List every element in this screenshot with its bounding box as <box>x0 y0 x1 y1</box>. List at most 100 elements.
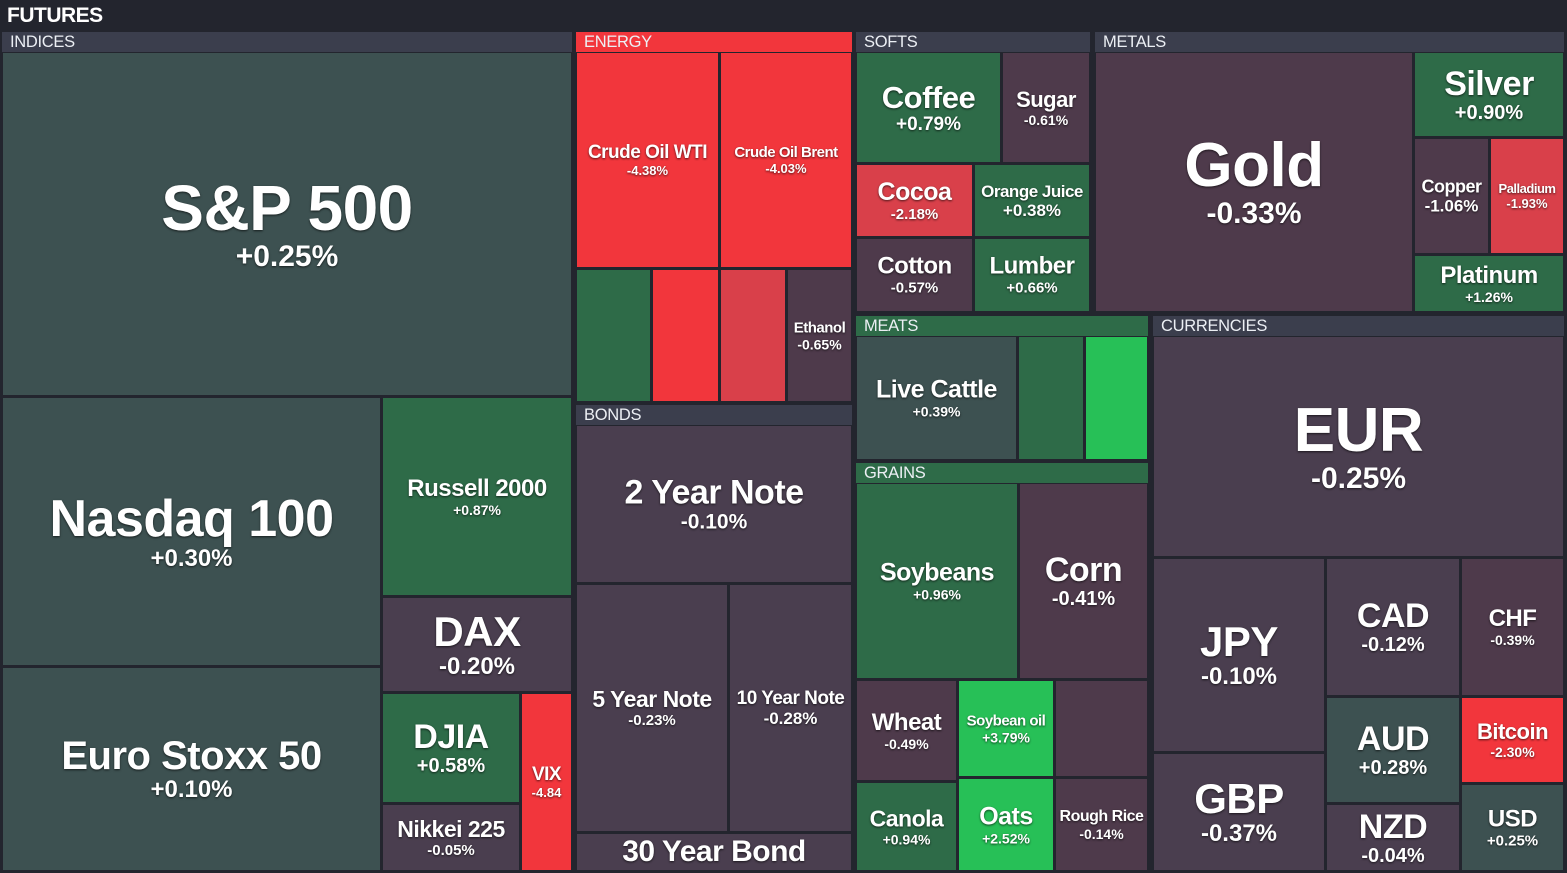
tile-change: +2.52% <box>982 830 1030 846</box>
treemap-tile-oats[interactable]: Oats +2.52% <box>958 778 1054 871</box>
treemap-tile-cad[interactable]: CAD -0.12% <box>1326 558 1460 696</box>
treemap-tile-aud[interactable]: AUD +0.28% <box>1326 697 1460 803</box>
treemap-tile-gold[interactable]: Gold -0.33% <box>1095 52 1413 312</box>
tile-name: Nasdaq 100 <box>49 489 334 548</box>
tile-change: -1.93% <box>1506 196 1548 211</box>
tile-label-group: Silver +0.90% <box>1415 67 1563 123</box>
treemap-tile-bitcoin[interactable]: Bitcoin -2.30% <box>1461 697 1564 783</box>
tile-change: -4.03% <box>765 161 807 176</box>
treemap-tile-euro-stoxx-50[interactable]: Euro Stoxx 50 +0.10% <box>2 667 381 871</box>
treemap-tile-gbp[interactable]: GBP -0.37% <box>1153 753 1325 871</box>
treemap-tile-unlabeled[interactable] <box>1055 680 1148 777</box>
treemap-tile-silver[interactable]: Silver +0.90% <box>1414 52 1564 137</box>
tile-change: -0.28% <box>763 709 818 728</box>
treemap-tile-10-year-note[interactable]: 10 Year Note -0.28% <box>729 584 852 832</box>
tile-name: CAD <box>1356 597 1430 635</box>
tile-label-group: Ethanol -0.65% <box>788 320 851 351</box>
treemap-tile-jpy[interactable]: JPY -0.10% <box>1153 558 1325 752</box>
sector-header-currencies[interactable]: CURRENCIES <box>1153 316 1564 336</box>
tile-change: -0.65% <box>797 336 842 352</box>
tile-name: USD <box>1487 805 1538 832</box>
treemap-tile-cotton[interactable]: Cotton -0.57% <box>856 238 973 312</box>
treemap-tile-soybeans[interactable]: Soybeans +0.96% <box>856 483 1018 679</box>
treemap-tile-platinum[interactable]: Platinum +1.26% <box>1414 255 1564 312</box>
sector-header-energy[interactable]: ENERGY <box>576 32 852 52</box>
treemap-tile-chf[interactable]: CHF -0.39% <box>1461 558 1564 696</box>
treemap-tile-unlabeled[interactable] <box>576 269 651 402</box>
tile-label-group: DAX -0.20% <box>383 610 571 680</box>
treemap-tile-corn[interactable]: Corn -0.41% <box>1019 483 1148 679</box>
tile-label-group: Crude Oil Brent -4.03% <box>721 145 851 175</box>
treemap-tile-rough-rice[interactable]: Rough Rice -0.14% <box>1055 778 1148 871</box>
tile-change: -0.10% <box>1200 663 1278 690</box>
treemap-tile-canola[interactable]: Canola +0.94% <box>856 782 957 871</box>
tile-label-group: 2 Year Note -0.10% <box>577 476 851 533</box>
treemap-tile-wheat[interactable]: Wheat -0.49% <box>856 680 957 781</box>
treemap-tile-orange-juice[interactable]: Orange Juice +0.38% <box>974 164 1090 237</box>
sector-header-metals[interactable]: METALS <box>1095 32 1564 52</box>
tile-change: -0.12% <box>1361 634 1425 656</box>
treemap-tile-copper[interactable]: Copper -1.06% <box>1414 138 1489 254</box>
treemap-tile-palladium[interactable]: Palladium -1.93% <box>1490 138 1564 254</box>
treemap-tile-soybean-oil[interactable]: Soybean oil +3.79% <box>958 680 1054 777</box>
treemap-tile-crude-oil-brent[interactable]: Crude Oil Brent -4.03% <box>720 52 852 268</box>
tile-name: 2 Year Note <box>624 473 804 512</box>
tile-change: -1.06% <box>1424 196 1479 216</box>
sector-header-meats[interactable]: MEATS <box>856 316 1148 336</box>
tile-label-group: CHF -0.39% <box>1462 605 1563 648</box>
treemap-tile-nasdaq-100[interactable]: Nasdaq 100 +0.30% <box>2 397 381 666</box>
treemap-tile-cocoa[interactable]: Cocoa -2.18% <box>856 164 973 237</box>
treemap-tile-russell-2000[interactable]: Russell 2000 +0.87% <box>382 397 572 596</box>
sector-header-grains[interactable]: GRAINS <box>856 463 1148 483</box>
tile-name: Soybean oil <box>966 712 1046 729</box>
tile-change: +0.25% <box>235 240 339 273</box>
tile-name: Rough Rice <box>1059 807 1144 825</box>
tile-label-group: NZD -0.04% <box>1327 810 1459 866</box>
treemap-tile-live-cattle[interactable]: Live Cattle +0.39% <box>856 336 1017 460</box>
tile-change: -0.41% <box>1051 588 1116 610</box>
treemap-tile-unlabeled[interactable] <box>1085 336 1148 460</box>
treemap-tile-vix[interactable]: VIX -4.84 <box>521 693 572 871</box>
tile-name: Coffee <box>881 79 976 115</box>
tile-name: Canola <box>869 805 944 831</box>
tile-name: Gold <box>1184 131 1324 200</box>
tile-label-group: AUD +0.28% <box>1327 722 1459 778</box>
treemap-tile-dax[interactable]: DAX -0.20% <box>382 597 572 692</box>
tile-change: +0.28% <box>1358 757 1428 779</box>
tile-label-group: Nikkei 225 -0.05% <box>383 817 519 858</box>
treemap-tile-usd[interactable]: USD +0.25% <box>1461 784 1564 871</box>
chart-title: FUTURES <box>7 4 103 27</box>
treemap-tile-2-year-note[interactable]: 2 Year Note -0.10% <box>576 425 852 583</box>
treemap-tile-eur[interactable]: EUR -0.25% <box>1153 336 1564 557</box>
treemap-tile-unlabeled[interactable] <box>652 269 719 402</box>
sector-header-bonds[interactable]: BONDS <box>576 405 852 425</box>
treemap-tile-djia[interactable]: DJIA +0.58% <box>382 693 520 803</box>
treemap-tile-lumber[interactable]: Lumber +0.66% <box>974 238 1090 312</box>
tile-label-group: Cocoa -2.18% <box>857 179 972 222</box>
treemap-tile-30-year-bond[interactable]: 30 Year Bond <box>576 833 852 871</box>
treemap-tile-unlabeled[interactable] <box>720 269 786 402</box>
treemap-tile-sugar[interactable]: Sugar -0.61% <box>1002 52 1090 163</box>
tile-label-group: Nasdaq 100 +0.30% <box>3 493 380 571</box>
sector-header-indices[interactable]: INDICES <box>2 32 572 52</box>
tile-label-group: Cotton -0.57% <box>857 254 972 296</box>
tile-name: Soybeans <box>879 558 995 587</box>
tile-label-group: Corn -0.41% <box>1020 553 1147 609</box>
treemap-tile-coffee[interactable]: Coffee +0.79% <box>856 52 1001 163</box>
tile-name: Russell 2000 <box>407 474 547 502</box>
tile-label-group: Gold -0.33% <box>1096 135 1412 229</box>
tile-name: Lumber <box>989 252 1075 280</box>
tile-change: -0.39% <box>1490 632 1535 648</box>
tile-change: -0.20% <box>438 652 516 680</box>
treemap-tile-ethanol[interactable]: Ethanol -0.65% <box>787 269 852 402</box>
treemap-tile-nikkei-225[interactable]: Nikkei 225 -0.05% <box>382 804 520 871</box>
treemap-tile-crude-oil-wti[interactable]: Crude Oil WTI -4.38% <box>576 52 719 268</box>
treemap-tile-nzd[interactable]: NZD -0.04% <box>1326 804 1460 871</box>
tile-label-group: GBP -0.37% <box>1154 778 1324 846</box>
treemap-tile-5-year-note[interactable]: 5 Year Note -0.23% <box>576 584 728 832</box>
treemap-tile-s-p-500[interactable]: S&P 500 +0.25% <box>2 52 572 396</box>
sector-header-softs[interactable]: SOFTS <box>856 32 1090 52</box>
treemap-tile-unlabeled[interactable] <box>1018 336 1084 460</box>
tile-name: CHF <box>1488 605 1537 632</box>
